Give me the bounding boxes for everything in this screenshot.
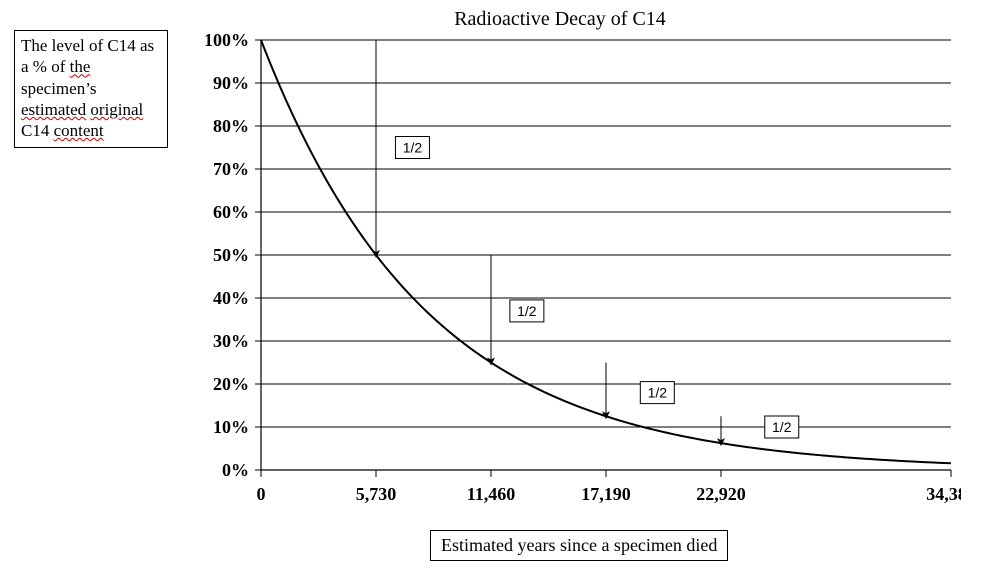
y-tick-label: 60% [213, 202, 249, 222]
y-tick-label: 30% [213, 331, 249, 351]
x-tick-label: 11,460 [467, 484, 516, 504]
x-axis-label: Estimated years since a specimen died [441, 535, 717, 555]
y-tick-label: 50% [213, 245, 249, 265]
y-tick-label: 40% [213, 288, 249, 308]
y-tick-label: 80% [213, 116, 249, 136]
half-life-label: 1/2 [403, 140, 423, 156]
half-life-label: 1/2 [772, 419, 792, 435]
y-tick-label: 10% [213, 417, 249, 437]
y-tick-label: 20% [213, 374, 249, 394]
y-tick-label: 70% [213, 159, 249, 179]
y-tick-label: 0% [222, 460, 249, 480]
ylabel-note-text: The level of C14 as a % of the specimen’… [21, 36, 154, 140]
x-tick-label: 22,920 [696, 484, 746, 504]
x-tick-label: 17,190 [581, 484, 631, 504]
x-tick-label: 0 [257, 484, 266, 504]
x-axis-label-box: Estimated years since a specimen died [430, 530, 728, 561]
half-life-label: 1/2 [648, 385, 668, 401]
x-tick-label: 34,380 [926, 484, 961, 504]
x-tick-label: 5,730 [356, 484, 397, 504]
y-tick-label: 90% [213, 73, 249, 93]
ylabel-note-box: The level of C14 as a % of the specimen’… [14, 30, 168, 148]
y-tick-label: 100% [204, 30, 249, 50]
chart-title: Radioactive Decay of C14 [350, 8, 770, 31]
decay-chart: 0% 10% 20% 30% 40% 50% 60% 70% 80% 90% 100% 0 5,730 1… [181, 30, 961, 520]
half-life-label: 1/2 [517, 303, 537, 319]
